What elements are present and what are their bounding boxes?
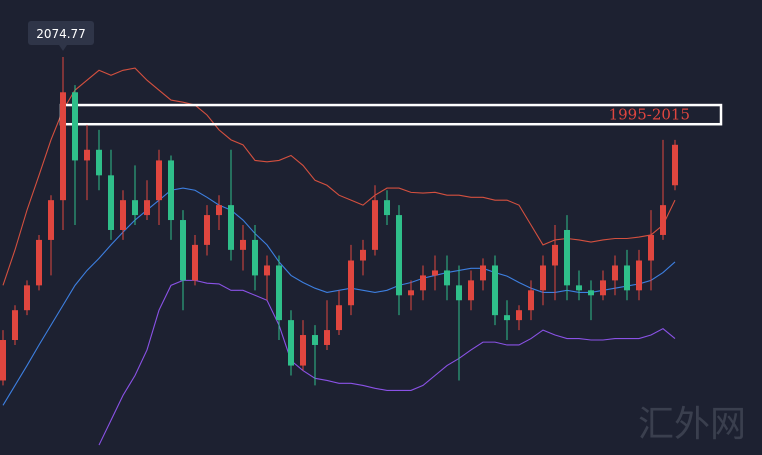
candle-body (360, 249, 366, 261)
candle-body (144, 200, 150, 216)
candle-body (432, 270, 438, 276)
candle-body (528, 290, 534, 311)
candle-body (276, 265, 282, 321)
candle-body (204, 215, 210, 245)
candle-body (336, 305, 342, 331)
candle-body (60, 92, 66, 201)
candle-body (564, 229, 570, 286)
candle-body (480, 265, 486, 281)
candle-body (372, 200, 378, 250)
candle-body (132, 200, 138, 216)
candle-body (324, 330, 330, 345)
candle-body (120, 200, 126, 230)
candle-body (456, 285, 462, 301)
annotation-label: 1995-2015 (609, 106, 690, 124)
candle-body (24, 285, 30, 311)
candle-body (648, 234, 654, 261)
candle-body (588, 290, 594, 296)
candle-body (420, 275, 426, 291)
candle-body (552, 244, 558, 266)
watermark: 汇外网 (638, 404, 746, 445)
candle-body (312, 335, 318, 345)
candle-body (228, 205, 234, 250)
candle-body (180, 220, 186, 281)
peak-tooltip (28, 20, 94, 45)
candle-body (288, 320, 294, 366)
candle-body (468, 280, 474, 301)
candle-body (576, 285, 582, 291)
candle-body (96, 149, 102, 176)
candle-body (612, 265, 618, 281)
candle-body (516, 310, 522, 321)
candle-body (660, 205, 666, 235)
candle-body (192, 244, 198, 281)
candle-body (300, 335, 306, 366)
candle-body (348, 260, 354, 306)
peak-label: 2074.77 (36, 27, 86, 41)
candle-body (492, 265, 498, 316)
candle-body (396, 215, 402, 296)
candle-body (444, 270, 450, 286)
candle-body (168, 160, 174, 221)
candle-body (384, 200, 390, 216)
candle-body (36, 239, 42, 286)
candle-body (156, 160, 162, 201)
candle-body (504, 315, 510, 321)
candle-body (600, 280, 606, 296)
candle-body (252, 239, 258, 276)
candle-body (84, 149, 90, 161)
candle-body (636, 260, 642, 291)
tooltip-pointer (59, 44, 67, 51)
candle-body (240, 239, 246, 250)
candle-body (672, 144, 678, 186)
band-line (2, 67, 676, 286)
candle-body (48, 200, 54, 240)
candle-body (540, 265, 546, 291)
candle-body (408, 290, 414, 296)
candle-body (12, 310, 18, 341)
candle-body (216, 205, 222, 216)
candle-body (108, 175, 114, 230)
candle-body (624, 265, 630, 291)
candle-body (0, 340, 6, 381)
candle-body (72, 92, 78, 161)
candle-body (264, 265, 270, 276)
